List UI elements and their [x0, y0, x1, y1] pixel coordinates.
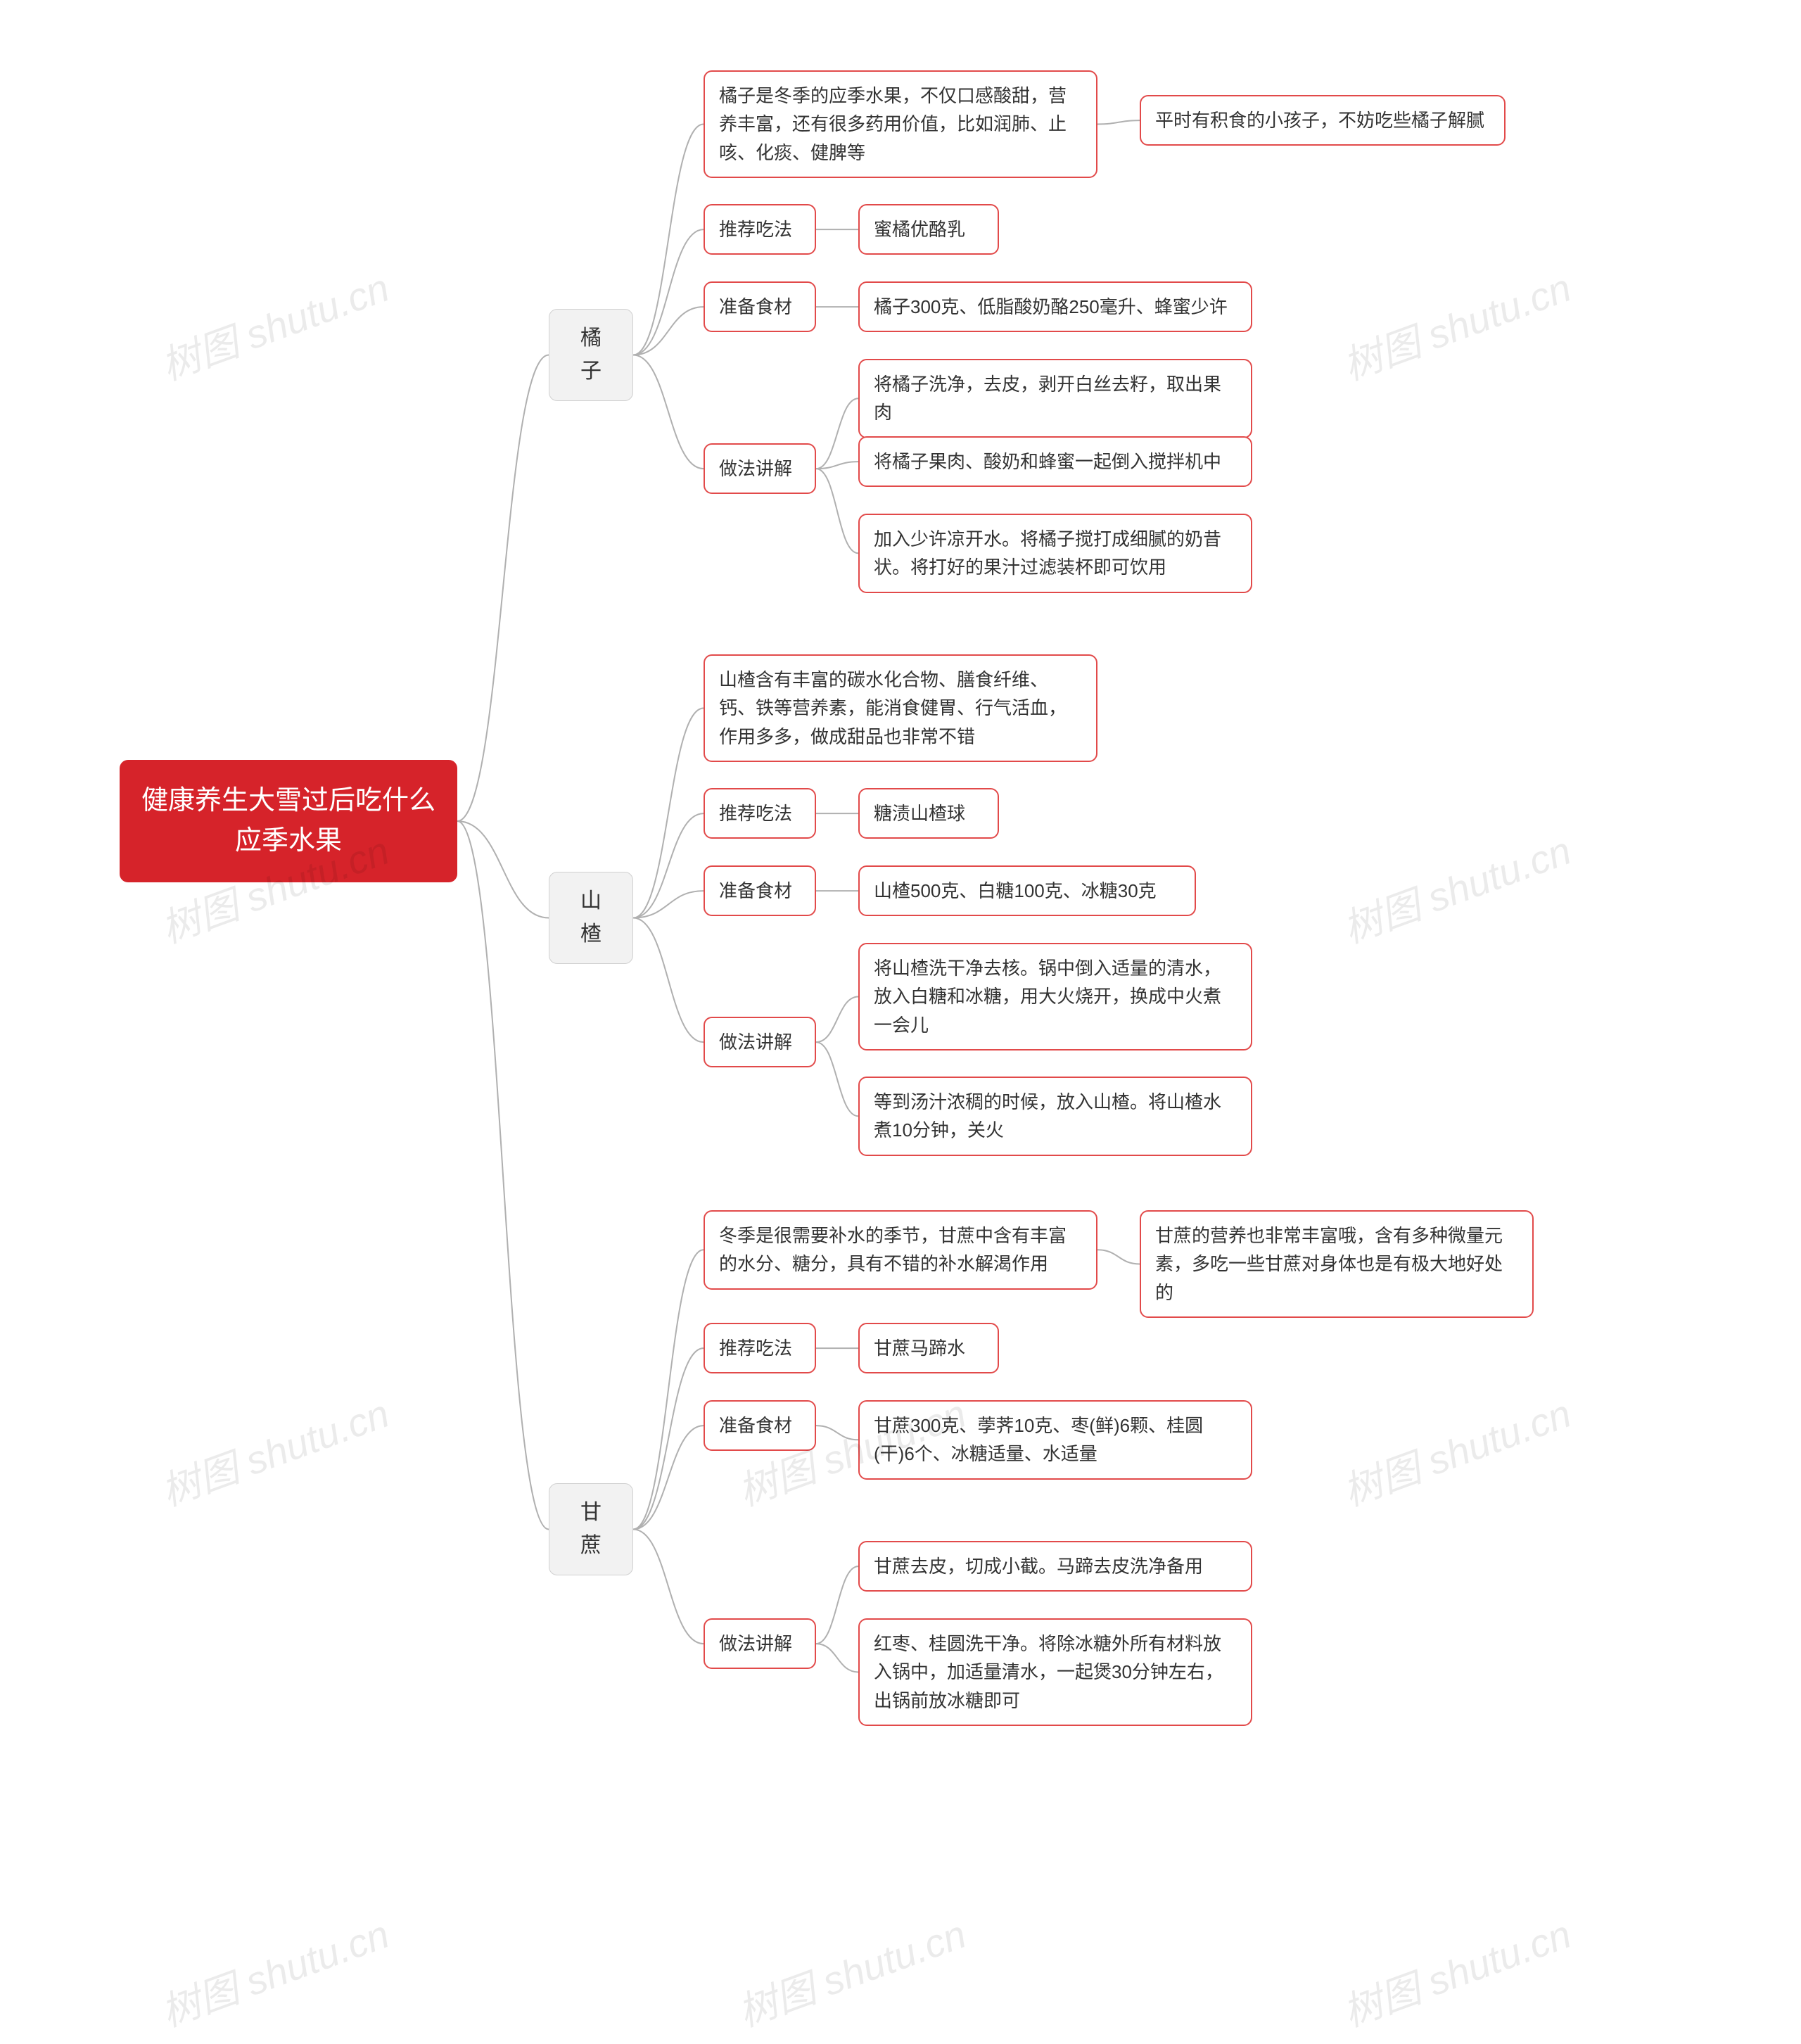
- connector: [633, 355, 704, 469]
- root-node: 健康养生大雪过后吃什么应季水果: [120, 760, 457, 882]
- tangerine-ingredients: 橘子300克、低脂酸奶酪250毫升、蜂蜜少许: [858, 281, 1252, 332]
- connector: [816, 398, 858, 469]
- tangerine-ingredients-label: 准备食材: [704, 281, 816, 332]
- tangerine-steps-label: 做法讲解: [704, 443, 816, 494]
- tangerine-desc: 橘子是冬季的应季水果，不仅口感酸甜，营养丰富，还有很多药用价值，比如润肺、止咳、…: [704, 70, 1097, 178]
- category-hawthorn: 山楂: [549, 872, 633, 964]
- connector: [633, 124, 704, 355]
- sugarcane-ingredients: 甘蔗300克、荸荠10克、枣(鲜)6颗、桂圆(干)6个、冰糖适量、水适量: [858, 1400, 1252, 1480]
- connector: [633, 1530, 704, 1644]
- tangerine-step-1: 将橘子洗净，去皮，剥开白丝去籽，取出果肉: [858, 359, 1252, 438]
- connector: [816, 996, 858, 1042]
- connector: [1097, 1250, 1140, 1264]
- tangerine-step-2: 将橘子果肉、酸奶和蜂蜜一起倒入搅拌机中: [858, 436, 1252, 487]
- hawthorn-desc: 山楂含有丰富的碳水化合物、膳食纤维、钙、铁等营养素，能消食健胃、行气活血，作用多…: [704, 654, 1097, 762]
- connector: [633, 708, 704, 918]
- connector: [633, 813, 704, 918]
- sugarcane-ingredients-label: 准备食材: [704, 1400, 816, 1451]
- hawthorn-ingredients-label: 准备食材: [704, 865, 816, 916]
- connector: [457, 821, 549, 1530]
- connector: [816, 469, 858, 553]
- connector: [633, 918, 704, 1043]
- tangerine-desc-extra: 平时有积食的小孩子，不妨吃些橘子解腻: [1140, 95, 1506, 146]
- sugarcane-step-1: 甘蔗去皮，切成小截。马蹄去皮洗净备用: [858, 1541, 1252, 1592]
- hawthorn-step-2: 等到汤汁浓稠的时候，放入山楂。将山楂水煮10分钟，关火: [858, 1077, 1252, 1156]
- connector: [816, 462, 858, 469]
- connector: [816, 1566, 858, 1644]
- connector: [457, 821, 549, 918]
- hawthorn-ingredients: 山楂500克、白糖100克、冰糖30克: [858, 865, 1196, 916]
- connector: [1097, 120, 1140, 124]
- hawthorn-step-1: 将山楂洗干净去核。锅中倒入适量的清水，放入白糖和冰糖，用大火烧开，换成中火煮一会…: [858, 943, 1252, 1050]
- hawthorn-steps-label: 做法讲解: [704, 1017, 816, 1067]
- connector: [633, 229, 704, 355]
- sugarcane-steps-label: 做法讲解: [704, 1618, 816, 1669]
- hawthorn-recommend: 糖渍山楂球: [858, 788, 999, 839]
- connector: [816, 1042, 858, 1116]
- sugarcane-desc: 冬季是很需要补水的季节，甘蔗中含有丰富的水分、糖分，具有不错的补水解渴作用: [704, 1210, 1097, 1290]
- hawthorn-recommend-label: 推荐吃法: [704, 788, 816, 839]
- mindmap-canvas: 健康养生大雪过后吃什么应季水果 橘子 山楂 甘蔗 橘子是冬季的应季水果，不仅口感…: [0, 0, 1801, 2044]
- sugarcane-recommend-label: 推荐吃法: [704, 1323, 816, 1373]
- tangerine-recommend: 蜜橘优酪乳: [858, 204, 999, 255]
- connector: [633, 1348, 704, 1529]
- tangerine-recommend-label: 推荐吃法: [704, 204, 816, 255]
- connector: [457, 355, 549, 822]
- connector: [816, 1426, 858, 1440]
- sugarcane-step-2: 红枣、桂圆洗干净。将除冰糖外所有材料放入锅中，加适量清水，一起煲30分钟左右，出…: [858, 1618, 1252, 1726]
- sugarcane-recommend: 甘蔗马蹄水: [858, 1323, 999, 1373]
- tangerine-step-3: 加入少许凉开水。将橘子搅打成细腻的奶昔状。将打好的果汁过滤装杯即可饮用: [858, 514, 1252, 593]
- connector: [816, 1644, 858, 1672]
- connector: [633, 1250, 704, 1529]
- category-sugarcane: 甘蔗: [549, 1483, 633, 1575]
- sugarcane-desc-extra: 甘蔗的营养也非常丰富哦，含有多种微量元素，多吃一些甘蔗对身体也是有极大地好处的: [1140, 1210, 1534, 1318]
- category-tangerine: 橘子: [549, 309, 633, 401]
